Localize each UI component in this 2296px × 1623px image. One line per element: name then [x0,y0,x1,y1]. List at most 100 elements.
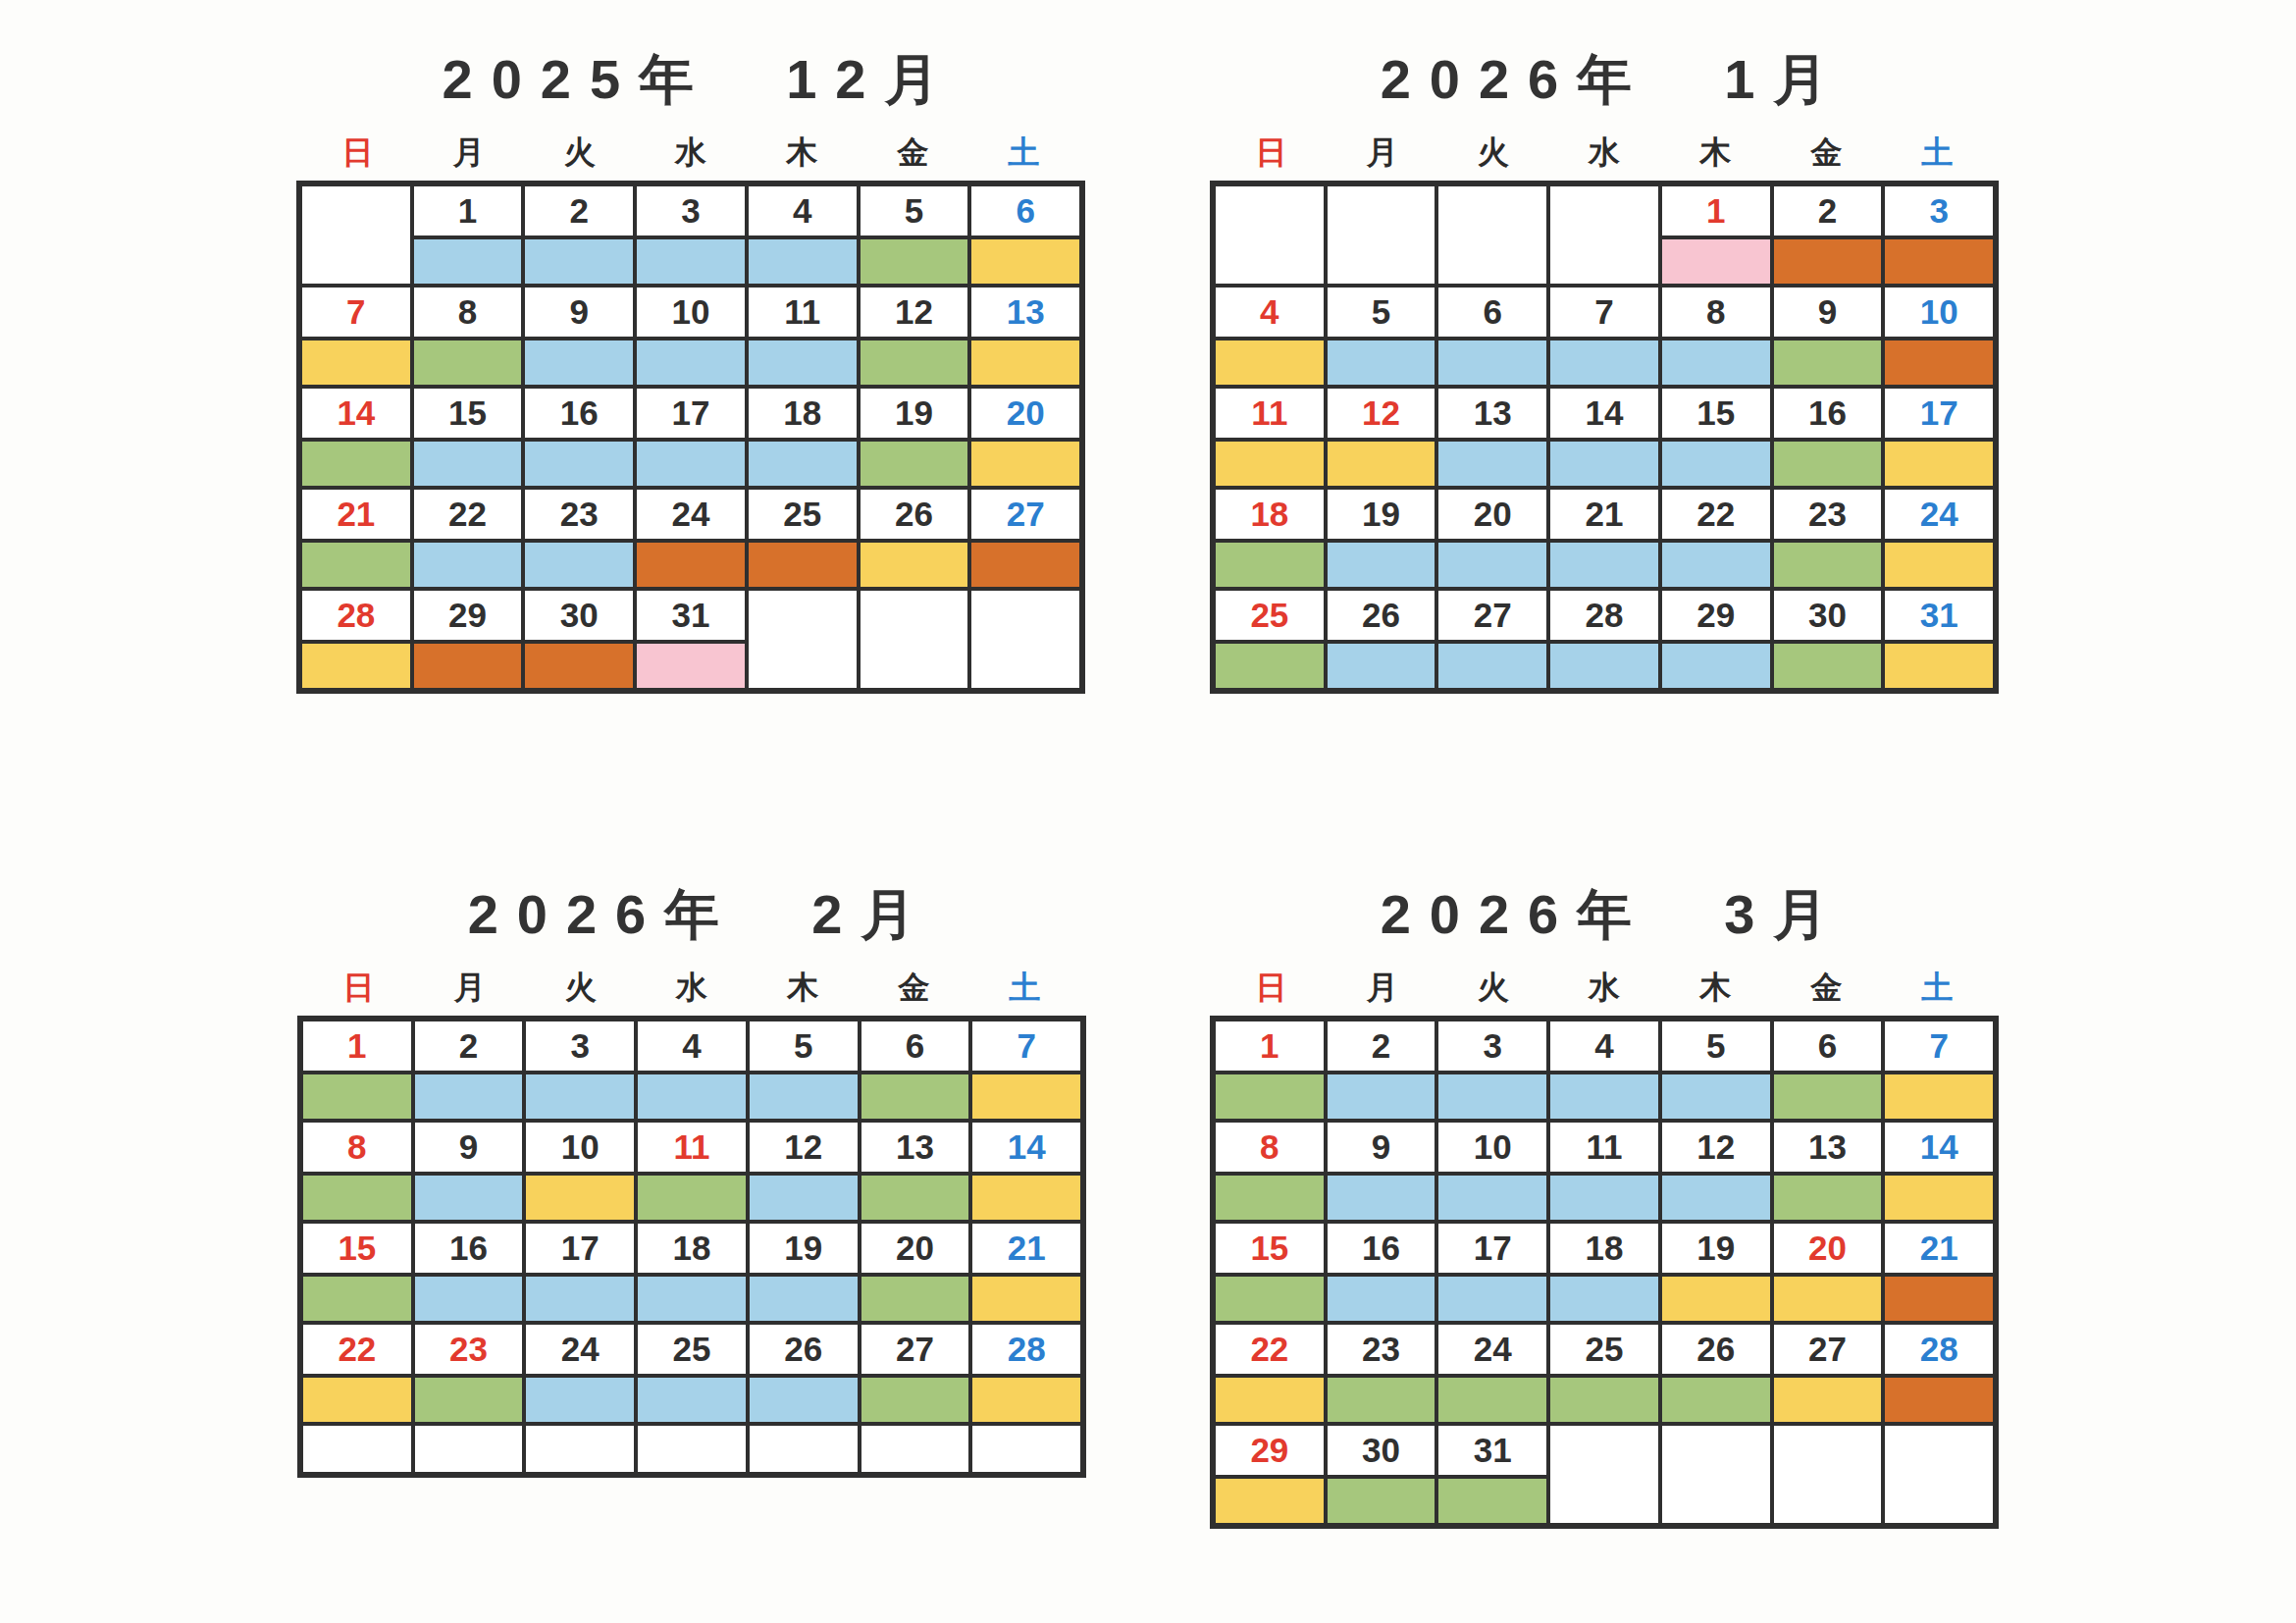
shift-color-cell [861,1378,969,1422]
day-cell: 2 [1328,1021,1435,1071]
empty-cell [749,591,857,688]
shift-color-cell [1774,1277,1882,1321]
empty-cell [1662,1426,1770,1523]
weekday-sunday: 日 [343,967,375,1010]
shift-color-cell [1438,543,1546,587]
shift-color-cell [415,1074,523,1119]
shift-color-cell [1774,1176,1882,1220]
shift-color-cell [637,340,745,385]
shift-color-cell [525,239,633,284]
weekday-header: 日月火水木金土 [302,131,1079,169]
day-cell: 26 [750,1325,858,1374]
shift-color-cell [414,340,522,385]
day-cell: 27 [1438,591,1546,640]
day-cell: 21 [302,490,410,539]
shift-color-cell [971,340,1079,385]
empty-cell [303,1426,411,1472]
day-cell: 23 [1328,1325,1435,1374]
shift-color-cell [1438,1176,1546,1220]
shift-color-cell [1216,1479,1324,1523]
shift-color-cell [861,1176,969,1220]
shift-color-cell [1774,340,1882,385]
day-cell: 29 [414,591,522,640]
day-cell: 6 [971,186,1079,236]
day-cell: 8 [414,288,522,337]
day-cell: 4 [638,1021,746,1071]
day-cell: 4 [1550,1021,1658,1071]
shift-color-cell [1774,442,1882,486]
shift-color-cell [861,340,968,385]
shift-color-cell [1885,1277,1993,1321]
shift-color-cell [749,239,857,284]
weekday-thursday: 木 [1699,131,1731,175]
day-cell: 15 [414,389,522,438]
day-cell: 18 [1216,490,1324,539]
day-cell: 1 [303,1021,411,1071]
day-cell: 3 [637,186,745,236]
weekday-friday: 金 [897,131,928,175]
empty-cell [972,1426,1080,1472]
empty-cell [1774,1426,1882,1523]
day-cell: 28 [1550,591,1658,640]
day-cell: 3 [526,1021,634,1071]
shift-color-cell [861,442,968,486]
shift-color-cell [303,1176,411,1220]
day-cell: 17 [1885,389,1993,438]
shift-color-cell [1216,442,1324,486]
day-cell: 28 [302,591,410,640]
day-cell: 30 [1774,591,1882,640]
shift-color-cell [1774,1074,1882,1119]
shift-color-cell [1438,1378,1546,1422]
day-cell: 14 [302,389,410,438]
day-cell: 9 [1774,288,1882,337]
weekday-saturday: 土 [1921,131,1953,175]
day-cell: 27 [1774,1325,1882,1374]
shift-color-cell [303,1074,411,1119]
day-cell: 16 [1774,389,1882,438]
day-cell: 8 [303,1123,411,1172]
shift-color-cell [1216,340,1324,385]
day-cell: 18 [1550,1224,1658,1273]
empty-cell [750,1426,858,1472]
calendar-title: 2026年 2月 [238,878,1145,953]
weekday-header: 日月火水木金土 [303,967,1080,1004]
day-cell: 7 [972,1021,1080,1071]
day-cell: 20 [971,389,1079,438]
weekday-saturday: 土 [1921,967,1953,1010]
day-cell: 7 [1885,1021,1993,1071]
day-cell: 11 [749,288,857,337]
empty-cell [861,591,968,688]
shift-color-cell [750,1378,858,1422]
day-cell: 13 [1774,1123,1882,1172]
day-cell: 26 [1328,591,1435,640]
shift-color-cell [1328,340,1435,385]
day-cell: 14 [972,1123,1080,1172]
shift-color-cell [1550,543,1658,587]
shift-color-cell [1216,1074,1324,1119]
day-cell: 19 [750,1224,858,1273]
day-cell: 27 [861,1325,969,1374]
shift-color-cell [1328,543,1435,587]
day-cell: 31 [1438,1426,1546,1475]
empty-cell [1438,186,1546,284]
empty-cell [1328,186,1435,284]
weekday-saturday: 土 [1009,967,1040,1010]
shift-color-cell [1216,644,1324,688]
empty-cell [1216,186,1324,284]
shift-color-cell [414,442,522,486]
day-cell: 10 [637,288,745,337]
day-cell: 28 [972,1325,1080,1374]
day-cell: 1 [1216,1021,1324,1071]
day-cell: 20 [1774,1224,1882,1273]
shift-color-cell [1550,1277,1658,1321]
day-cell: 30 [1328,1426,1435,1475]
day-cell: 29 [1216,1426,1324,1475]
day-cell: 31 [1885,591,1993,640]
shift-color-cell [1550,340,1658,385]
shift-color-cell [1662,239,1770,284]
day-cell: 25 [1550,1325,1658,1374]
shift-color-cell [526,1176,634,1220]
shift-color-cell [1550,1378,1658,1422]
shift-color-cell [749,543,857,587]
weekday-monday: 月 [454,967,486,1010]
